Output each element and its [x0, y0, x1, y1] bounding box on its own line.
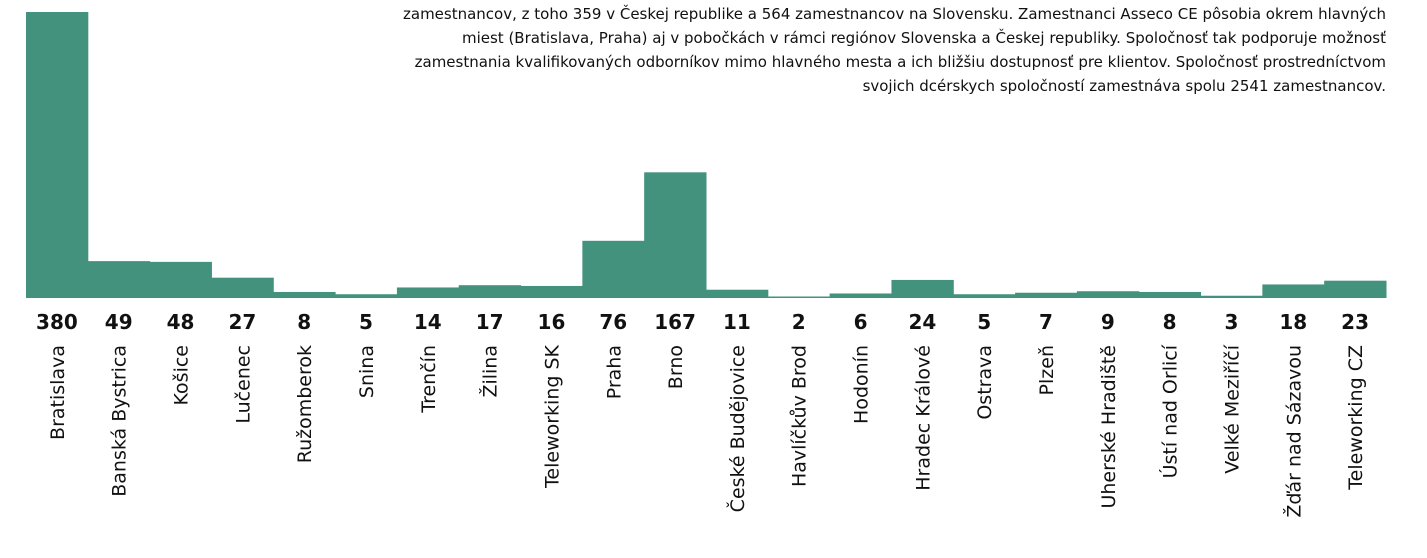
- x-tick-label: Praha: [603, 345, 625, 399]
- value-label: 7: [1039, 310, 1053, 334]
- bar: [644, 172, 707, 298]
- x-tick-label: Košice: [171, 345, 193, 405]
- x-tick-label: Uherské Hradiště: [1098, 345, 1120, 509]
- bar: [396, 287, 460, 298]
- value-label: 5: [359, 310, 373, 334]
- value-label: 18: [1279, 310, 1307, 334]
- x-tick-label: Hodonín: [851, 345, 873, 424]
- bar: [706, 289, 769, 298]
- bar: [26, 12, 89, 298]
- bar: [273, 291, 336, 298]
- bar: [335, 294, 398, 298]
- value-label: 2: [792, 310, 806, 334]
- value-label: 167: [654, 310, 696, 334]
- bar: [211, 277, 274, 298]
- x-tick-label: Teleworking CZ: [1345, 345, 1367, 491]
- value-label: 17: [476, 310, 504, 334]
- x-tick-label: Trenčín: [418, 345, 440, 414]
- value-label: 16: [538, 310, 566, 334]
- bar: [458, 285, 522, 298]
- x-tick-label: Velké Meziříčí: [1221, 344, 1243, 473]
- value-label: 8: [297, 310, 311, 334]
- bar: [582, 240, 645, 298]
- x-tick-label: Banská Bystrica: [109, 345, 131, 497]
- bar: [829, 293, 892, 298]
- value-label: 49: [105, 310, 133, 334]
- bar: [1324, 280, 1387, 298]
- annotation-line: zamestnania kvalifikovaných odborníkov m…: [415, 53, 1386, 71]
- value-label: 24: [908, 310, 936, 334]
- bar: [1138, 291, 1202, 298]
- value-label: 8: [1163, 310, 1177, 334]
- bar: [87, 261, 151, 298]
- x-tick-label: Žilina: [479, 345, 502, 398]
- value-label: 6: [854, 310, 868, 334]
- bar: [891, 279, 954, 298]
- annotation-line: svojich dcérskych spoločností zamestnáva…: [863, 77, 1386, 95]
- x-tick-label: České Budějovice: [725, 345, 749, 512]
- bar: [149, 261, 212, 298]
- x-tick-label: Hradec Králové: [912, 345, 934, 491]
- x-tick-label: Plzeň: [1036, 345, 1058, 395]
- x-tick-label: Teleworking SK: [541, 344, 563, 488]
- x-tick-label: Lučenec: [232, 345, 254, 424]
- value-label: 380: [36, 310, 78, 334]
- bar: [520, 285, 583, 298]
- value-label: 27: [228, 310, 256, 334]
- bar: [1015, 292, 1078, 298]
- annotation-line: miest (Bratislava, Praha) aj v pobočkách…: [462, 28, 1386, 47]
- value-label: 48: [167, 310, 195, 334]
- x-tick-label: Snina: [356, 345, 378, 398]
- value-label: 3: [1224, 310, 1238, 334]
- x-tick-label: Ústí nad Orlicí: [1158, 344, 1182, 478]
- bar: [1262, 284, 1325, 298]
- bar: [1200, 295, 1263, 298]
- value-label: 23: [1341, 310, 1369, 334]
- x-tick-label: Bratislava: [47, 345, 69, 440]
- x-tick-label: Brno: [665, 345, 687, 389]
- bar: [953, 294, 1016, 298]
- value-label: 11: [723, 310, 751, 334]
- annotation-line: zamestnancov, z toho 359 v Českej republ…: [403, 4, 1386, 23]
- value-label: 76: [599, 310, 627, 334]
- bar: [1076, 291, 1140, 298]
- value-label: 5: [977, 310, 991, 334]
- x-tick-label: Ružomberok: [294, 345, 316, 463]
- x-tick-label: Ostrava: [974, 345, 996, 420]
- x-tick-label: Havlíčkův Brod: [789, 345, 811, 487]
- value-label: 9: [1101, 310, 1115, 334]
- value-label: 14: [414, 310, 442, 334]
- bar: [767, 296, 831, 298]
- x-tick-label: Žďár nad Sázavou: [1282, 345, 1305, 518]
